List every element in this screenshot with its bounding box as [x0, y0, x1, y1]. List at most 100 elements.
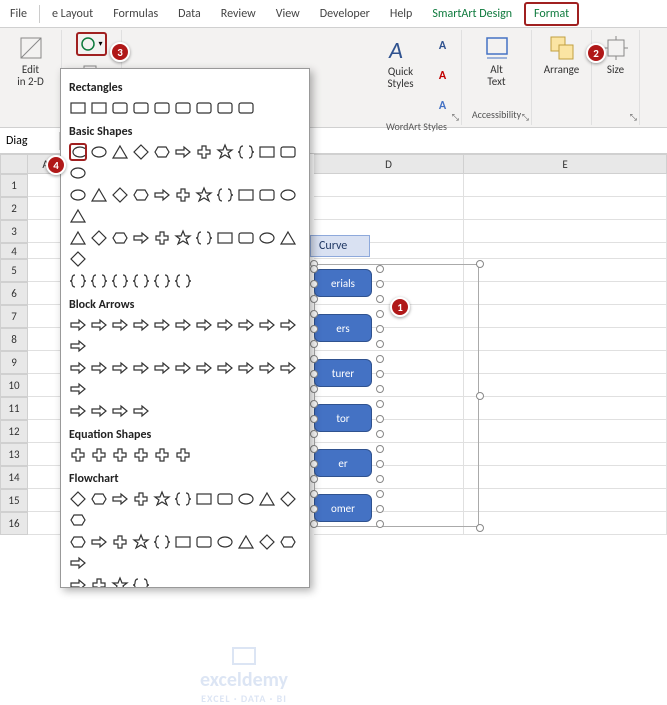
shape-option[interactable] [174, 186, 192, 204]
row-header[interactable]: 15 [0, 489, 28, 512]
shape-option[interactable] [90, 533, 108, 551]
shape-option[interactable] [132, 143, 150, 161]
shape-option[interactable] [195, 316, 213, 334]
sel-handle-tr[interactable] [476, 260, 484, 268]
shape-option[interactable] [69, 99, 87, 117]
shape-option[interactable] [279, 229, 297, 247]
tab-smartart-design[interactable]: SmartArt Design [422, 2, 522, 26]
smartart-item[interactable]: er [314, 449, 372, 477]
shape-option[interactable] [69, 164, 87, 182]
shape-option[interactable] [153, 272, 171, 290]
shape-option[interactable] [195, 143, 213, 161]
smartart-item[interactable]: ers [314, 314, 372, 342]
shape-option[interactable] [279, 186, 297, 204]
cell[interactable] [28, 259, 64, 282]
wordart-dialog-launcher[interactable]: ⤡ [452, 112, 459, 123]
shape-option[interactable] [258, 316, 276, 334]
sel-handle[interactable] [376, 505, 384, 513]
tab-file[interactable]: File [0, 2, 37, 26]
row-header[interactable]: 3 [0, 220, 28, 243]
cell[interactable] [28, 282, 64, 305]
sel-handle[interactable] [310, 355, 318, 363]
shape-option[interactable] [174, 316, 192, 334]
cell[interactable] [464, 489, 667, 512]
shape-option[interactable] [258, 186, 276, 204]
alt-text-button[interactable]: Alt Text [473, 32, 521, 90]
shape-option[interactable] [90, 229, 108, 247]
sel-handle[interactable] [376, 460, 384, 468]
shape-option[interactable] [216, 186, 234, 204]
shape-option[interactable] [174, 272, 192, 290]
sel-handle[interactable] [376, 325, 384, 333]
shape-option[interactable] [90, 576, 108, 588]
shape-option[interactable] [174, 446, 192, 464]
shape-option[interactable] [69, 533, 87, 551]
shape-option[interactable] [153, 99, 171, 117]
shape-option[interactable] [111, 533, 129, 551]
sel-handle[interactable] [376, 475, 384, 483]
shape-option[interactable] [69, 511, 87, 529]
sel-handle[interactable] [310, 505, 318, 513]
shape-option[interactable] [90, 316, 108, 334]
cell[interactable] [464, 282, 667, 305]
shape-option[interactable] [237, 99, 255, 117]
cell[interactable] [28, 328, 64, 351]
shape-option-oval[interactable] [69, 143, 87, 161]
row-header[interactable]: 14 [0, 466, 28, 489]
shape-option[interactable] [174, 229, 192, 247]
shape-option[interactable] [111, 359, 129, 377]
tab-view[interactable]: View [266, 2, 310, 26]
sel-handle-mr[interactable] [476, 392, 484, 400]
smartart-item[interactable]: turer [314, 359, 372, 387]
row-header[interactable]: 8 [0, 328, 28, 351]
smartart-item[interactable]: omer [314, 494, 372, 522]
shape-option[interactable] [132, 533, 150, 551]
row-header[interactable]: 16 [0, 512, 28, 535]
shape-option[interactable] [132, 272, 150, 290]
cell[interactable] [464, 466, 667, 489]
shape-option[interactable] [69, 576, 87, 588]
cell[interactable] [464, 305, 667, 328]
tab-pagelayout[interactable]: e Layout [42, 2, 103, 26]
shape-option[interactable] [195, 533, 213, 551]
row-header[interactable]: 6 [0, 282, 28, 305]
cell[interactable] [28, 351, 64, 374]
shape-option[interactable] [132, 446, 150, 464]
sel-handle[interactable] [310, 475, 318, 483]
shape-option[interactable] [153, 143, 171, 161]
tab-data[interactable]: Data [168, 2, 211, 26]
text-fill-button[interactable]: A [429, 32, 457, 60]
smartart-item[interactable]: tor [314, 404, 372, 432]
shape-option[interactable] [69, 380, 87, 398]
shape-option[interactable] [132, 402, 150, 420]
cell[interactable] [28, 220, 64, 243]
tab-help[interactable]: Help [380, 2, 423, 26]
cell[interactable] [28, 174, 64, 197]
shape-option[interactable] [153, 229, 171, 247]
select-all-corner[interactable] [0, 154, 28, 174]
cell[interactable] [28, 466, 64, 489]
shape-option[interactable] [195, 186, 213, 204]
cell[interactable] [464, 512, 667, 535]
cell[interactable] [464, 351, 667, 374]
shape-option[interactable] [111, 229, 129, 247]
shape-option[interactable] [216, 99, 234, 117]
shape-option[interactable] [195, 490, 213, 508]
shape-option[interactable] [90, 143, 108, 161]
sel-handle[interactable] [310, 325, 318, 333]
shape-option[interactable] [237, 359, 255, 377]
shape-option[interactable] [69, 490, 87, 508]
accessibility-dialog-launcher[interactable]: ⤡ [522, 112, 529, 123]
sel-handle[interactable] [310, 445, 318, 453]
sel-handle[interactable] [376, 520, 384, 528]
cell[interactable] [28, 512, 64, 535]
shape-option[interactable] [69, 359, 87, 377]
cell[interactable] [28, 374, 64, 397]
shape-option[interactable] [90, 272, 108, 290]
col-header-d[interactable]: D [314, 154, 464, 174]
cell[interactable] [28, 305, 64, 328]
cell[interactable] [464, 374, 667, 397]
col-header-e[interactable]: E [464, 154, 667, 174]
shape-option[interactable] [132, 316, 150, 334]
tab-review[interactable]: Review [211, 2, 266, 26]
